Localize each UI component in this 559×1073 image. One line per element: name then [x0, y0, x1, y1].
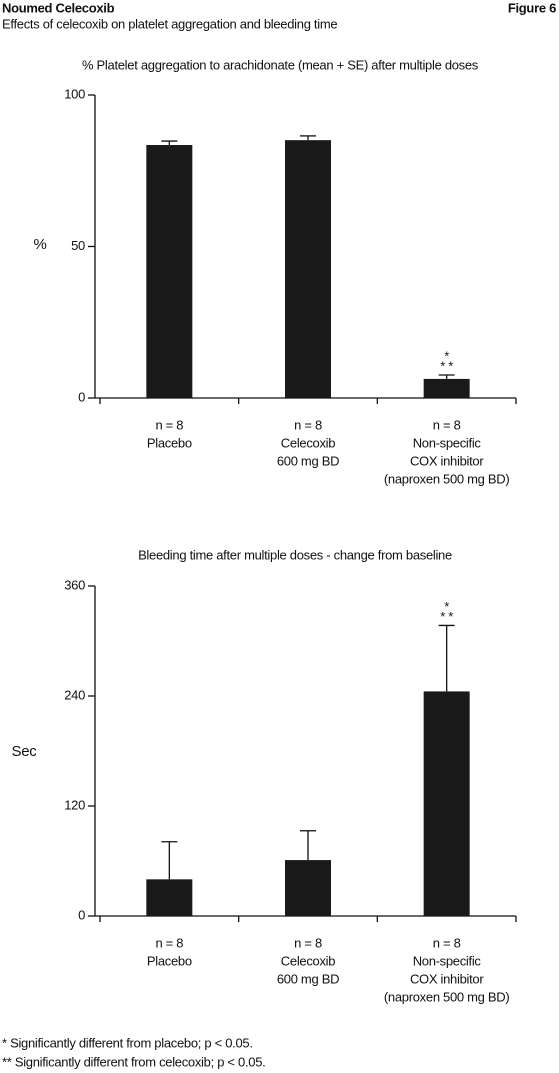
x-tick-label: n = 8 — [433, 417, 461, 432]
significance-marker: * — [444, 599, 449, 614]
significance-marker: * * — [440, 609, 453, 624]
bar — [146, 879, 193, 916]
x-tick-label: COX inhibitor — [410, 453, 484, 468]
x-tick-label: 600 mg BD — [277, 453, 339, 468]
y-tick-label: 240 — [64, 687, 85, 702]
header-title: Noumed Celecoxib — [2, 0, 115, 15]
chart-title: % Platelet aggregation to arachidonate (… — [82, 57, 479, 72]
y-axis-label: Sec — [12, 743, 38, 760]
x-tick-label: n = 8 — [155, 935, 183, 950]
x-tick-label: Placebo — [147, 435, 192, 450]
y-tick-label: 0 — [78, 907, 85, 922]
significance-marker: * — [444, 348, 449, 363]
x-tick-label: (naproxen 500 mg BD) — [384, 471, 510, 486]
bar — [285, 860, 331, 916]
chart-title: Bleeding time after multiple doses - cha… — [138, 547, 452, 562]
bar — [146, 144, 193, 398]
y-tick-label: 120 — [64, 797, 85, 812]
x-tick-label: Non-specific — [413, 953, 482, 968]
x-tick-label: n = 8 — [433, 935, 461, 950]
x-tick-label: 600 mg BD — [277, 971, 339, 986]
footnote: ** Significantly different from celecoxi… — [2, 1054, 265, 1069]
x-tick-label: n = 8 — [294, 417, 322, 432]
bar — [423, 691, 470, 916]
y-tick-label: 0 — [78, 389, 85, 404]
footnote: * Significantly different from placebo; … — [2, 1035, 253, 1050]
significance-marker: * * — [440, 358, 453, 373]
bar — [285, 140, 331, 398]
bar — [423, 378, 470, 398]
x-tick-label: Placebo — [147, 953, 192, 968]
y-tick-label: 50 — [71, 238, 85, 253]
x-tick-label: n = 8 — [155, 417, 183, 432]
x-tick-label: (naproxen 500 mg BD) — [384, 989, 510, 1004]
y-tick-label: 100 — [64, 86, 85, 101]
x-tick-label: Celecoxib — [281, 435, 335, 450]
x-tick-label: COX inhibitor — [410, 971, 484, 986]
y-tick-label: 360 — [64, 577, 85, 592]
x-tick-label: Non-specific — [413, 435, 482, 450]
figure-label: Figure 6 — [508, 0, 556, 15]
header-subtitle: Effects of celecoxib on platelet aggrega… — [2, 16, 337, 31]
x-tick-label: n = 8 — [294, 935, 322, 950]
y-axis-label: % — [33, 236, 46, 253]
x-tick-label: Celecoxib — [281, 953, 335, 968]
